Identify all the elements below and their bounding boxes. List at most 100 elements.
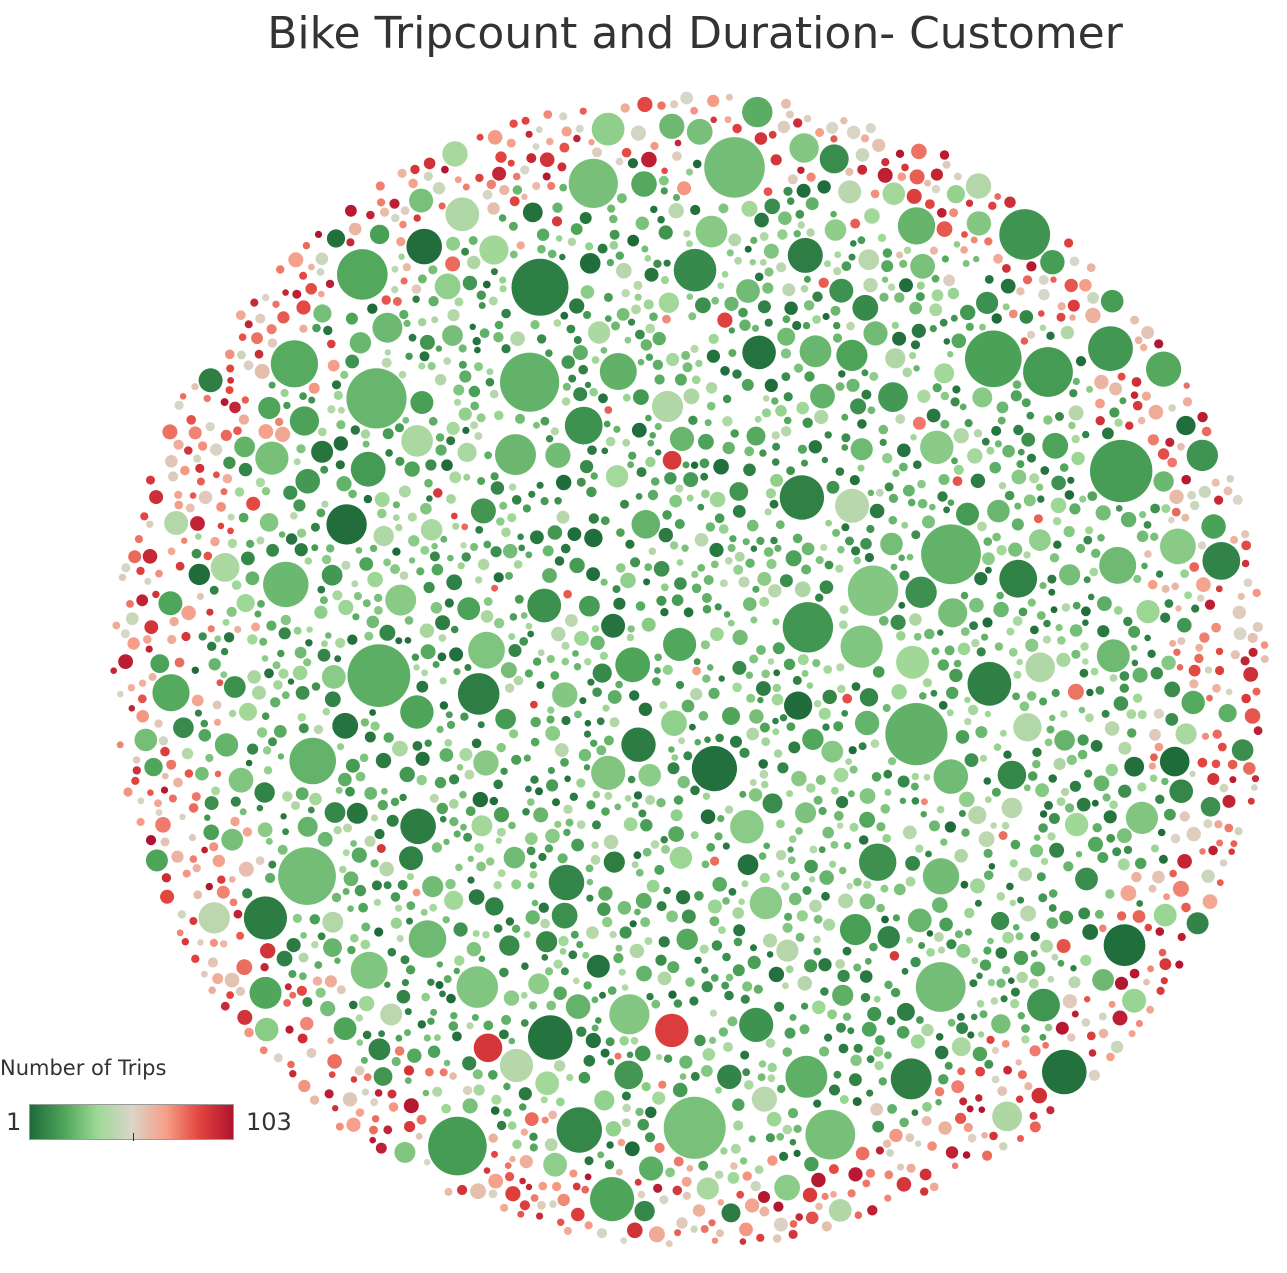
bubble-mark[interactable]: [569, 298, 585, 314]
bubble-mark[interactable]: [970, 878, 985, 894]
bubble-mark[interactable]: [767, 1062, 777, 1073]
bubble-mark[interactable]: [454, 176, 462, 184]
bubble-mark[interactable]: [377, 508, 387, 519]
bubble-mark[interactable]: [902, 367, 912, 378]
bubble-mark[interactable]: [858, 249, 880, 271]
bubble-mark[interactable]: [607, 986, 617, 995]
bubble-mark[interactable]: [614, 1052, 622, 1060]
bubble-mark[interactable]: [638, 809, 647, 818]
bubble-mark[interactable]: [337, 249, 388, 300]
bubble-mark[interactable]: [738, 898, 745, 905]
bubble-mark[interactable]: [860, 992, 871, 1003]
bubble-mark[interactable]: [640, 339, 652, 351]
bubble-mark[interactable]: [704, 419, 712, 427]
bubble-mark[interactable]: [432, 182, 446, 195]
bubble-mark[interactable]: [635, 892, 652, 909]
bubble-mark[interactable]: [841, 444, 849, 451]
bubble-mark[interactable]: [340, 370, 349, 379]
bubble-mark[interactable]: [1029, 473, 1040, 484]
bubble-mark[interactable]: [885, 703, 948, 766]
bubble-mark[interactable]: [589, 387, 598, 397]
bubble-mark[interactable]: [536, 1212, 544, 1220]
bubble-mark[interactable]: [370, 1098, 379, 1107]
bubble-mark[interactable]: [299, 972, 307, 981]
bubble-mark[interactable]: [655, 954, 667, 966]
bubble-mark[interactable]: [546, 779, 559, 792]
bubble-mark[interactable]: [445, 256, 461, 272]
bubble-mark[interactable]: [295, 468, 321, 494]
bubble-mark[interactable]: [507, 513, 517, 523]
bubble-mark[interactable]: [740, 994, 750, 1004]
bubble-mark[interactable]: [592, 687, 602, 697]
bubble-mark[interactable]: [633, 389, 649, 405]
bubble-mark[interactable]: [190, 516, 205, 531]
bubble-mark[interactable]: [349, 332, 372, 354]
bubble-mark[interactable]: [859, 970, 873, 983]
bubble-mark[interactable]: [1202, 894, 1218, 909]
bubble-mark[interactable]: [890, 614, 906, 631]
bubble-mark[interactable]: [974, 899, 982, 907]
bubble-mark[interactable]: [770, 473, 784, 487]
bubble-mark[interactable]: [1010, 839, 1021, 850]
bubble-mark[interactable]: [530, 530, 544, 545]
bubble-mark[interactable]: [1214, 495, 1224, 505]
bubble-mark[interactable]: [818, 806, 827, 816]
bubble-mark[interactable]: [996, 978, 1006, 988]
bubble-mark[interactable]: [165, 455, 178, 468]
bubble-mark[interactable]: [125, 612, 139, 626]
bubble-mark[interactable]: [152, 674, 190, 712]
bubble-mark[interactable]: [174, 657, 185, 668]
bubble-mark[interactable]: [545, 349, 553, 358]
bubble-mark[interactable]: [210, 553, 240, 582]
bubble-mark[interactable]: [438, 634, 447, 642]
bubble-mark[interactable]: [225, 349, 235, 360]
bubble-mark[interactable]: [783, 416, 792, 425]
bubble-mark[interactable]: [188, 803, 199, 813]
bubble-mark[interactable]: [333, 1017, 357, 1041]
bubble-mark[interactable]: [648, 1226, 665, 1243]
bubble-mark[interactable]: [273, 1053, 283, 1063]
bubble-mark[interactable]: [962, 1151, 971, 1159]
bubble-mark[interactable]: [911, 1109, 919, 1116]
bubble-mark[interactable]: [485, 897, 504, 916]
bubble-mark[interactable]: [859, 843, 897, 881]
bubble-mark[interactable]: [997, 1086, 1008, 1096]
bubble-mark[interactable]: [470, 543, 479, 551]
bubble-mark[interactable]: [752, 585, 760, 593]
bubble-mark[interactable]: [660, 835, 668, 844]
bubble-mark[interactable]: [1013, 713, 1042, 742]
bubble-mark[interactable]: [1069, 256, 1080, 267]
bubble-mark[interactable]: [343, 823, 352, 833]
bubble-mark[interactable]: [830, 135, 838, 143]
bubble-mark[interactable]: [448, 1021, 459, 1031]
bubble-mark[interactable]: [457, 1184, 468, 1196]
bubble-mark[interactable]: [460, 542, 467, 549]
bubble-mark[interactable]: [369, 1136, 377, 1144]
bubble-mark[interactable]: [462, 183, 470, 191]
bubble-mark[interactable]: [631, 510, 661, 539]
bubble-mark[interactable]: [1011, 518, 1024, 531]
bubble-mark[interactable]: [738, 576, 750, 588]
bubble-mark[interactable]: [758, 759, 768, 769]
bubble-mark[interactable]: [954, 849, 968, 863]
bubble-mark[interactable]: [598, 393, 608, 404]
bubble-mark[interactable]: [262, 746, 272, 755]
bubble-mark[interactable]: [797, 166, 805, 174]
bubble-mark[interactable]: [686, 293, 694, 301]
bubble-mark[interactable]: [1203, 819, 1213, 829]
bubble-mark[interactable]: [681, 544, 689, 552]
bubble-mark[interactable]: [1057, 636, 1066, 645]
bubble-mark[interactable]: [884, 980, 893, 989]
bubble-mark[interactable]: [1215, 585, 1223, 593]
bubble-mark[interactable]: [964, 907, 975, 919]
bubble-mark[interactable]: [407, 512, 417, 522]
bubble-mark[interactable]: [1167, 457, 1178, 468]
bubble-mark[interactable]: [941, 255, 950, 263]
bubble-mark[interactable]: [670, 100, 679, 109]
bubble-mark[interactable]: [439, 677, 447, 685]
bubble-mark[interactable]: [1172, 880, 1189, 897]
bubble-mark[interactable]: [1240, 656, 1250, 666]
bubble-mark[interactable]: [561, 397, 571, 406]
bubble-mark[interactable]: [477, 477, 486, 485]
bubble-mark[interactable]: [412, 295, 420, 303]
